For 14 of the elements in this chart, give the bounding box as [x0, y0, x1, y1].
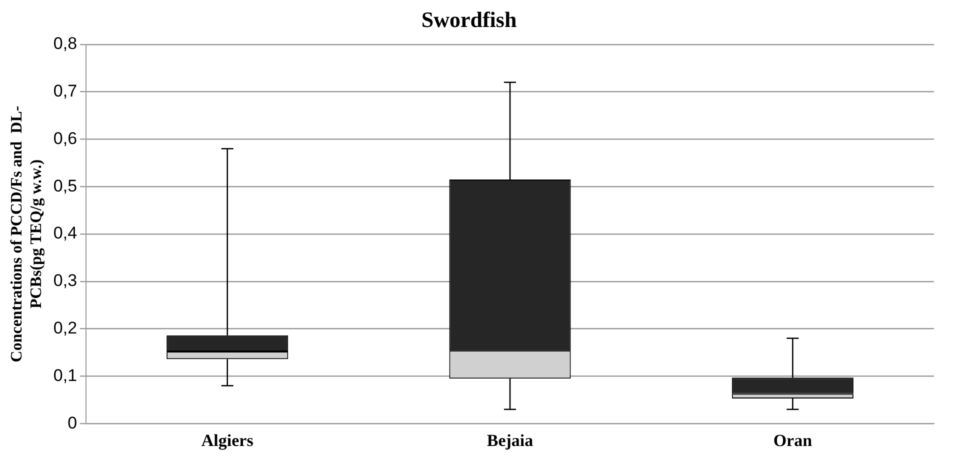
- y-tick-label: 0,7: [53, 81, 78, 100]
- y-tick-label: 0,5: [53, 176, 78, 196]
- y-tick-label: 0: [68, 413, 78, 432]
- y-axis-title: Concentrations of PCCD/Fs and DL- PCBs(pg TEQ/g w.w.): [8, 106, 45, 362]
- chart-title: Swordfish: [421, 6, 517, 32]
- y-tick-label: 0,6: [53, 128, 78, 148]
- y-tick-label: 0,4: [53, 224, 78, 243]
- x-tick-label: Algiers: [201, 431, 254, 450]
- x-tick-label: Bejaia: [486, 431, 534, 450]
- y-tick-label: 0,3: [53, 271, 78, 290]
- y-tick-label: 0,2: [53, 318, 78, 338]
- y-tick-label: 0,8: [53, 34, 78, 54]
- y-tick-label: 0,1: [53, 366, 78, 385]
- x-tick-label: Oran: [773, 431, 813, 450]
